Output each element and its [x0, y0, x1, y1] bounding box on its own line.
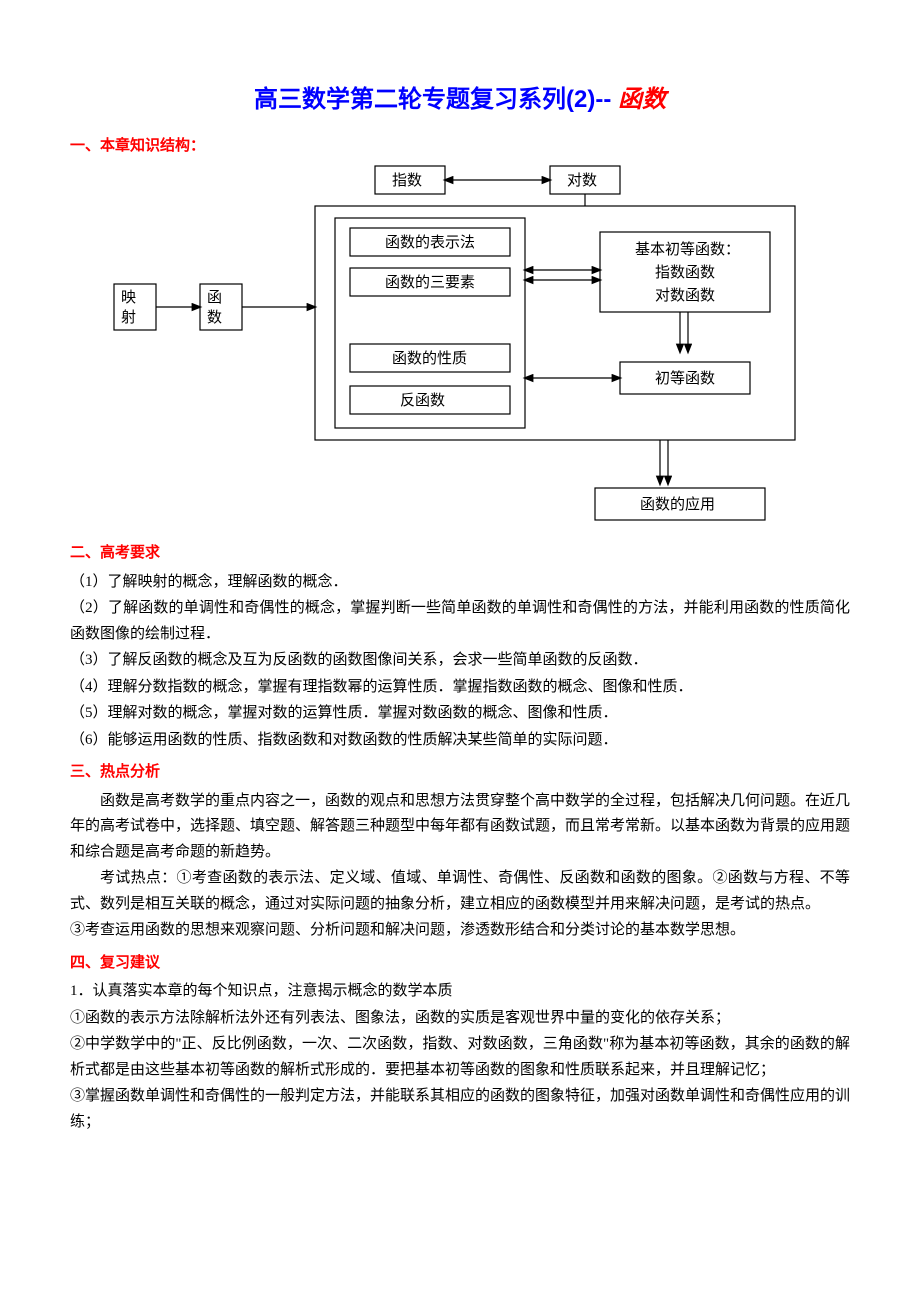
sec4-item-2: ①函数的表示方法除解析法外还有列表法、图象法，函数的实质是客观世界中量的变化的依…	[70, 1006, 850, 1032]
section-1-heading: 一、本章知识结构：	[70, 133, 850, 159]
section-3-heading: 三、热点分析	[70, 759, 850, 785]
node-mapping-l1: 映	[121, 289, 136, 306]
node-duishu: 对数	[567, 172, 597, 189]
sec2-item-6: （6）能够运用函数的性质、指数函数和对数函数的性质解决某些简单的实际问题．	[70, 728, 850, 754]
sec4-item-3: ②中学数学中的"正、反比例函数，一次、二次函数，指数、对数函数，三角函数"称为基…	[70, 1032, 850, 1083]
page-title: 高三数学第二轮专题复习系列(2)-- 函数	[70, 80, 850, 121]
sec4-item-1: 1．认真落实本章的每个知识点，注意揭示概念的数学本质	[70, 979, 850, 1005]
node-repr: 函数的表示法	[385, 234, 475, 251]
sec2-item-1: （1）了解映射的概念，理解函数的概念．	[70, 570, 850, 596]
title-main: 高三数学第二轮专题复习系列(2)--	[254, 86, 618, 113]
title-suffix: 函数	[618, 87, 666, 113]
sec2-item-4: （4）理解分数指数的概念，掌握有理指数幂的运算性质．掌握指数函数的概念、图像和性…	[70, 675, 850, 701]
sec3-para-3: ③考查运用函数的思想来观察问题、分析问题和解决问题，渗透数形结合和分类讨论的基本…	[70, 918, 850, 944]
node-elem-func: 初等函数	[655, 369, 715, 387]
node-prop: 函数的性质	[392, 350, 467, 367]
node-zhishu: 指数	[392, 172, 422, 189]
node-func-l2: 数	[207, 309, 222, 326]
node-inv: 反函数	[400, 392, 445, 409]
sec3-para-1: 函数是高考数学的重点内容之一，函数的观点和思想方法贯穿整个高中数学的全过程，包括…	[70, 789, 850, 866]
sec2-item-5: （5）理解对数的概念，掌握对数的运算性质．掌握对数函数的概念、图像和性质．	[70, 701, 850, 727]
section-4-heading: 四、复习建议	[70, 950, 850, 976]
node-basic-1: 指数函数	[655, 264, 715, 281]
node-func-l1: 函	[207, 289, 222, 306]
sec4-item-4: ③掌握函数单调性和奇偶性的一般判定方法，并能联系其相应的函数的图象特征，加强对函…	[70, 1084, 850, 1135]
sec2-item-2: （2）了解函数的单调性和奇偶性的概念，掌握判断一些简单函数的单调性和奇偶性的方法…	[70, 596, 850, 647]
node-basic-2: 对数函数	[655, 287, 715, 304]
sec2-item-3: （3）了解反函数的概念及互为反函数的函数图像间关系，会求一些简单函数的反函数．	[70, 648, 850, 674]
node-basic-title: 基本初等函数：	[635, 240, 740, 258]
knowledge-structure-diagram: 指数 对数 映 射 函 数 函数的表示法 函数的三要素 函数的性质 反函数 基本…	[100, 162, 820, 532]
node-app: 函数的应用	[640, 495, 715, 513]
section-2-heading: 二、高考要求	[70, 540, 850, 566]
sec3-para-2: 考试热点：①考查函数的表示法、定义域、值域、单调性、奇偶性、反函数和函数的图象。…	[70, 866, 850, 917]
node-elem: 函数的三要素	[385, 274, 475, 291]
node-mapping-l2: 射	[121, 309, 136, 326]
